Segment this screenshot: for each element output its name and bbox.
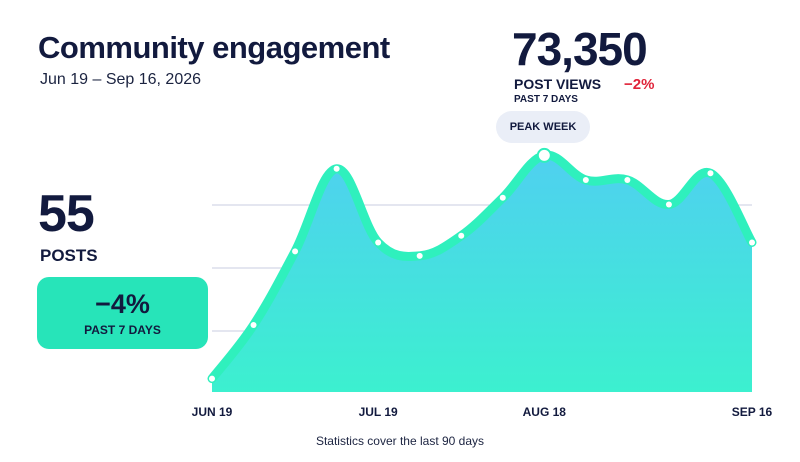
posts-delta-period: PAST 7 DAYS — [84, 323, 161, 337]
data-point — [582, 176, 589, 183]
posts-value: 55 — [38, 185, 95, 243]
chart-title: Community engagement — [38, 30, 390, 65]
post-views-label: POST VIEWS — [514, 76, 602, 92]
data-point — [375, 239, 382, 246]
data-point — [749, 239, 755, 246]
posts-label: POSTS — [40, 246, 98, 265]
data-point — [416, 252, 423, 259]
data-point — [458, 232, 465, 239]
data-point — [292, 248, 299, 255]
area-fill — [212, 155, 752, 392]
post-views-period: PAST 7 DAYS — [514, 94, 578, 105]
data-point — [333, 165, 340, 172]
posts-delta-card: −4% PAST 7 DAYS — [37, 277, 208, 349]
data-point — [209, 375, 215, 382]
data-point — [624, 176, 631, 183]
x-tick-label: JUN 19 — [191, 405, 233, 419]
post-views-value: 73,350 — [512, 23, 648, 75]
x-tick-label: AUG 18 — [522, 405, 566, 419]
data-point — [499, 194, 506, 201]
x-tick-label: SEP 16 — [731, 405, 773, 419]
data-point — [665, 201, 672, 208]
peak-week-badge: PEAK WEEK — [496, 111, 590, 143]
data-point — [250, 322, 257, 329]
x-tick-label: JUL 19 — [358, 405, 398, 419]
data-points — [209, 147, 755, 382]
footnote: Statistics cover the last 90 days — [315, 434, 485, 448]
data-point — [707, 170, 714, 177]
peak-data-point — [536, 147, 552, 163]
post-views-delta: −2% — [624, 76, 655, 93]
date-range: Jun 19 – Sep 16, 2026 — [40, 71, 202, 88]
posts-delta: −4% — [95, 289, 150, 319]
